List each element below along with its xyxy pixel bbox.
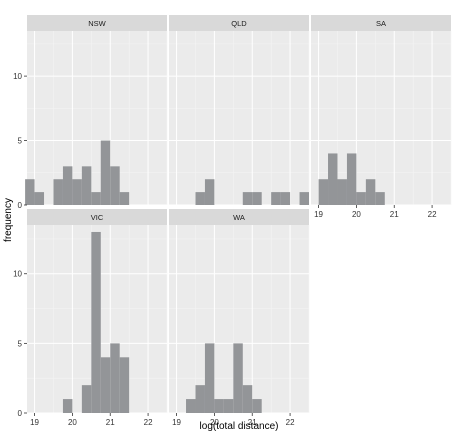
histogram-bar	[365, 179, 376, 205]
histogram-bar	[91, 231, 101, 413]
histogram-bar	[119, 357, 130, 413]
histogram-bar	[233, 343, 243, 413]
histogram-bar	[204, 343, 215, 413]
facet-sa: SA 19 20 21 22	[311, 15, 452, 219]
histogram-bar	[34, 192, 45, 205]
x-tick-label: 22	[286, 418, 295, 427]
histogram-bar	[62, 166, 73, 205]
histogram-bar	[204, 179, 215, 205]
histogram-bar	[337, 179, 347, 205]
histogram-bar	[91, 192, 101, 205]
histogram-bar	[186, 399, 196, 413]
facet-vic: VIC 0 5 10 19 20 21 22	[13, 209, 168, 427]
histogram-bar	[25, 179, 35, 205]
histogram-bar	[346, 153, 357, 205]
x-tick-label: 20	[68, 418, 77, 427]
facet-strip	[27, 209, 167, 225]
histogram-bar	[356, 192, 366, 205]
facet-strip-label: WA	[233, 213, 245, 222]
histogram-bar	[62, 399, 73, 413]
histogram-bar	[318, 179, 329, 205]
histogram-bar	[328, 153, 338, 205]
y-tick-label: 10	[13, 270, 22, 279]
histogram-bar	[252, 399, 262, 413]
histogram-bar	[375, 192, 385, 205]
histogram-bar	[280, 192, 291, 205]
x-tick-label: 22	[144, 418, 153, 427]
histogram-bar	[53, 179, 63, 205]
facet-strip-label: VIC	[91, 213, 104, 222]
x-tick-label: 21	[248, 418, 257, 427]
histogram-bar	[110, 166, 120, 205]
histogram-bar	[72, 179, 82, 205]
y-tick-label: 5	[18, 137, 23, 146]
x-tick-label: 19	[30, 418, 39, 427]
histogram-bar	[195, 385, 205, 413]
facet-strip	[27, 15, 167, 31]
histogram-bar	[110, 343, 120, 413]
histogram-bar	[299, 192, 309, 205]
x-tick-label: 21	[106, 418, 115, 427]
x-tick-label: 22	[428, 210, 437, 219]
histogram-bar	[195, 192, 205, 205]
x-tick-label: 20	[352, 210, 361, 219]
y-tick-label: 10	[13, 72, 22, 81]
histogram-bar	[81, 385, 92, 413]
histogram-bar	[223, 399, 234, 413]
facet-nsw: NSW 0 5 10	[13, 15, 168, 210]
histogram-bar	[100, 357, 111, 413]
histogram-bar	[214, 399, 224, 413]
y-axis-title: frequency	[3, 198, 14, 242]
x-tick-label: 21	[390, 210, 399, 219]
histogram-bar	[242, 192, 253, 205]
y-tick-label: 5	[18, 339, 23, 348]
histogram-bar	[242, 385, 253, 413]
x-axis-title: log(total distance)	[200, 421, 279, 432]
histogram-bar	[119, 192, 130, 205]
histogram-bar	[252, 192, 262, 205]
facet-qld: QLD	[169, 15, 310, 206]
x-tick-label: 19	[314, 210, 323, 219]
y-tick-label: 0	[18, 409, 23, 418]
histogram-bar	[100, 140, 111, 205]
facet-strip	[169, 209, 309, 225]
histogram-bar	[81, 166, 92, 205]
x-tick-label: 19	[172, 418, 181, 427]
y-tick-label: 0	[18, 201, 23, 210]
facet-strip-label: SA	[376, 19, 386, 28]
x-tick-label: 20	[210, 418, 219, 427]
facet-strip	[169, 15, 309, 31]
histogram-bar	[271, 192, 281, 205]
facet-strip-label: NSW	[88, 19, 106, 28]
facet-strip-label: QLD	[231, 19, 247, 28]
panels-layer: NSW 0 5 10 QLD SA 19 20 21 22 VIC 0 5 10 19 20 21 22 WA 19 2…	[13, 15, 452, 427]
facet-panel	[169, 31, 309, 205]
facet-strip	[311, 15, 451, 31]
facet-wa: WA 19 20 21 22	[169, 209, 310, 427]
facet-panel	[27, 31, 167, 205]
